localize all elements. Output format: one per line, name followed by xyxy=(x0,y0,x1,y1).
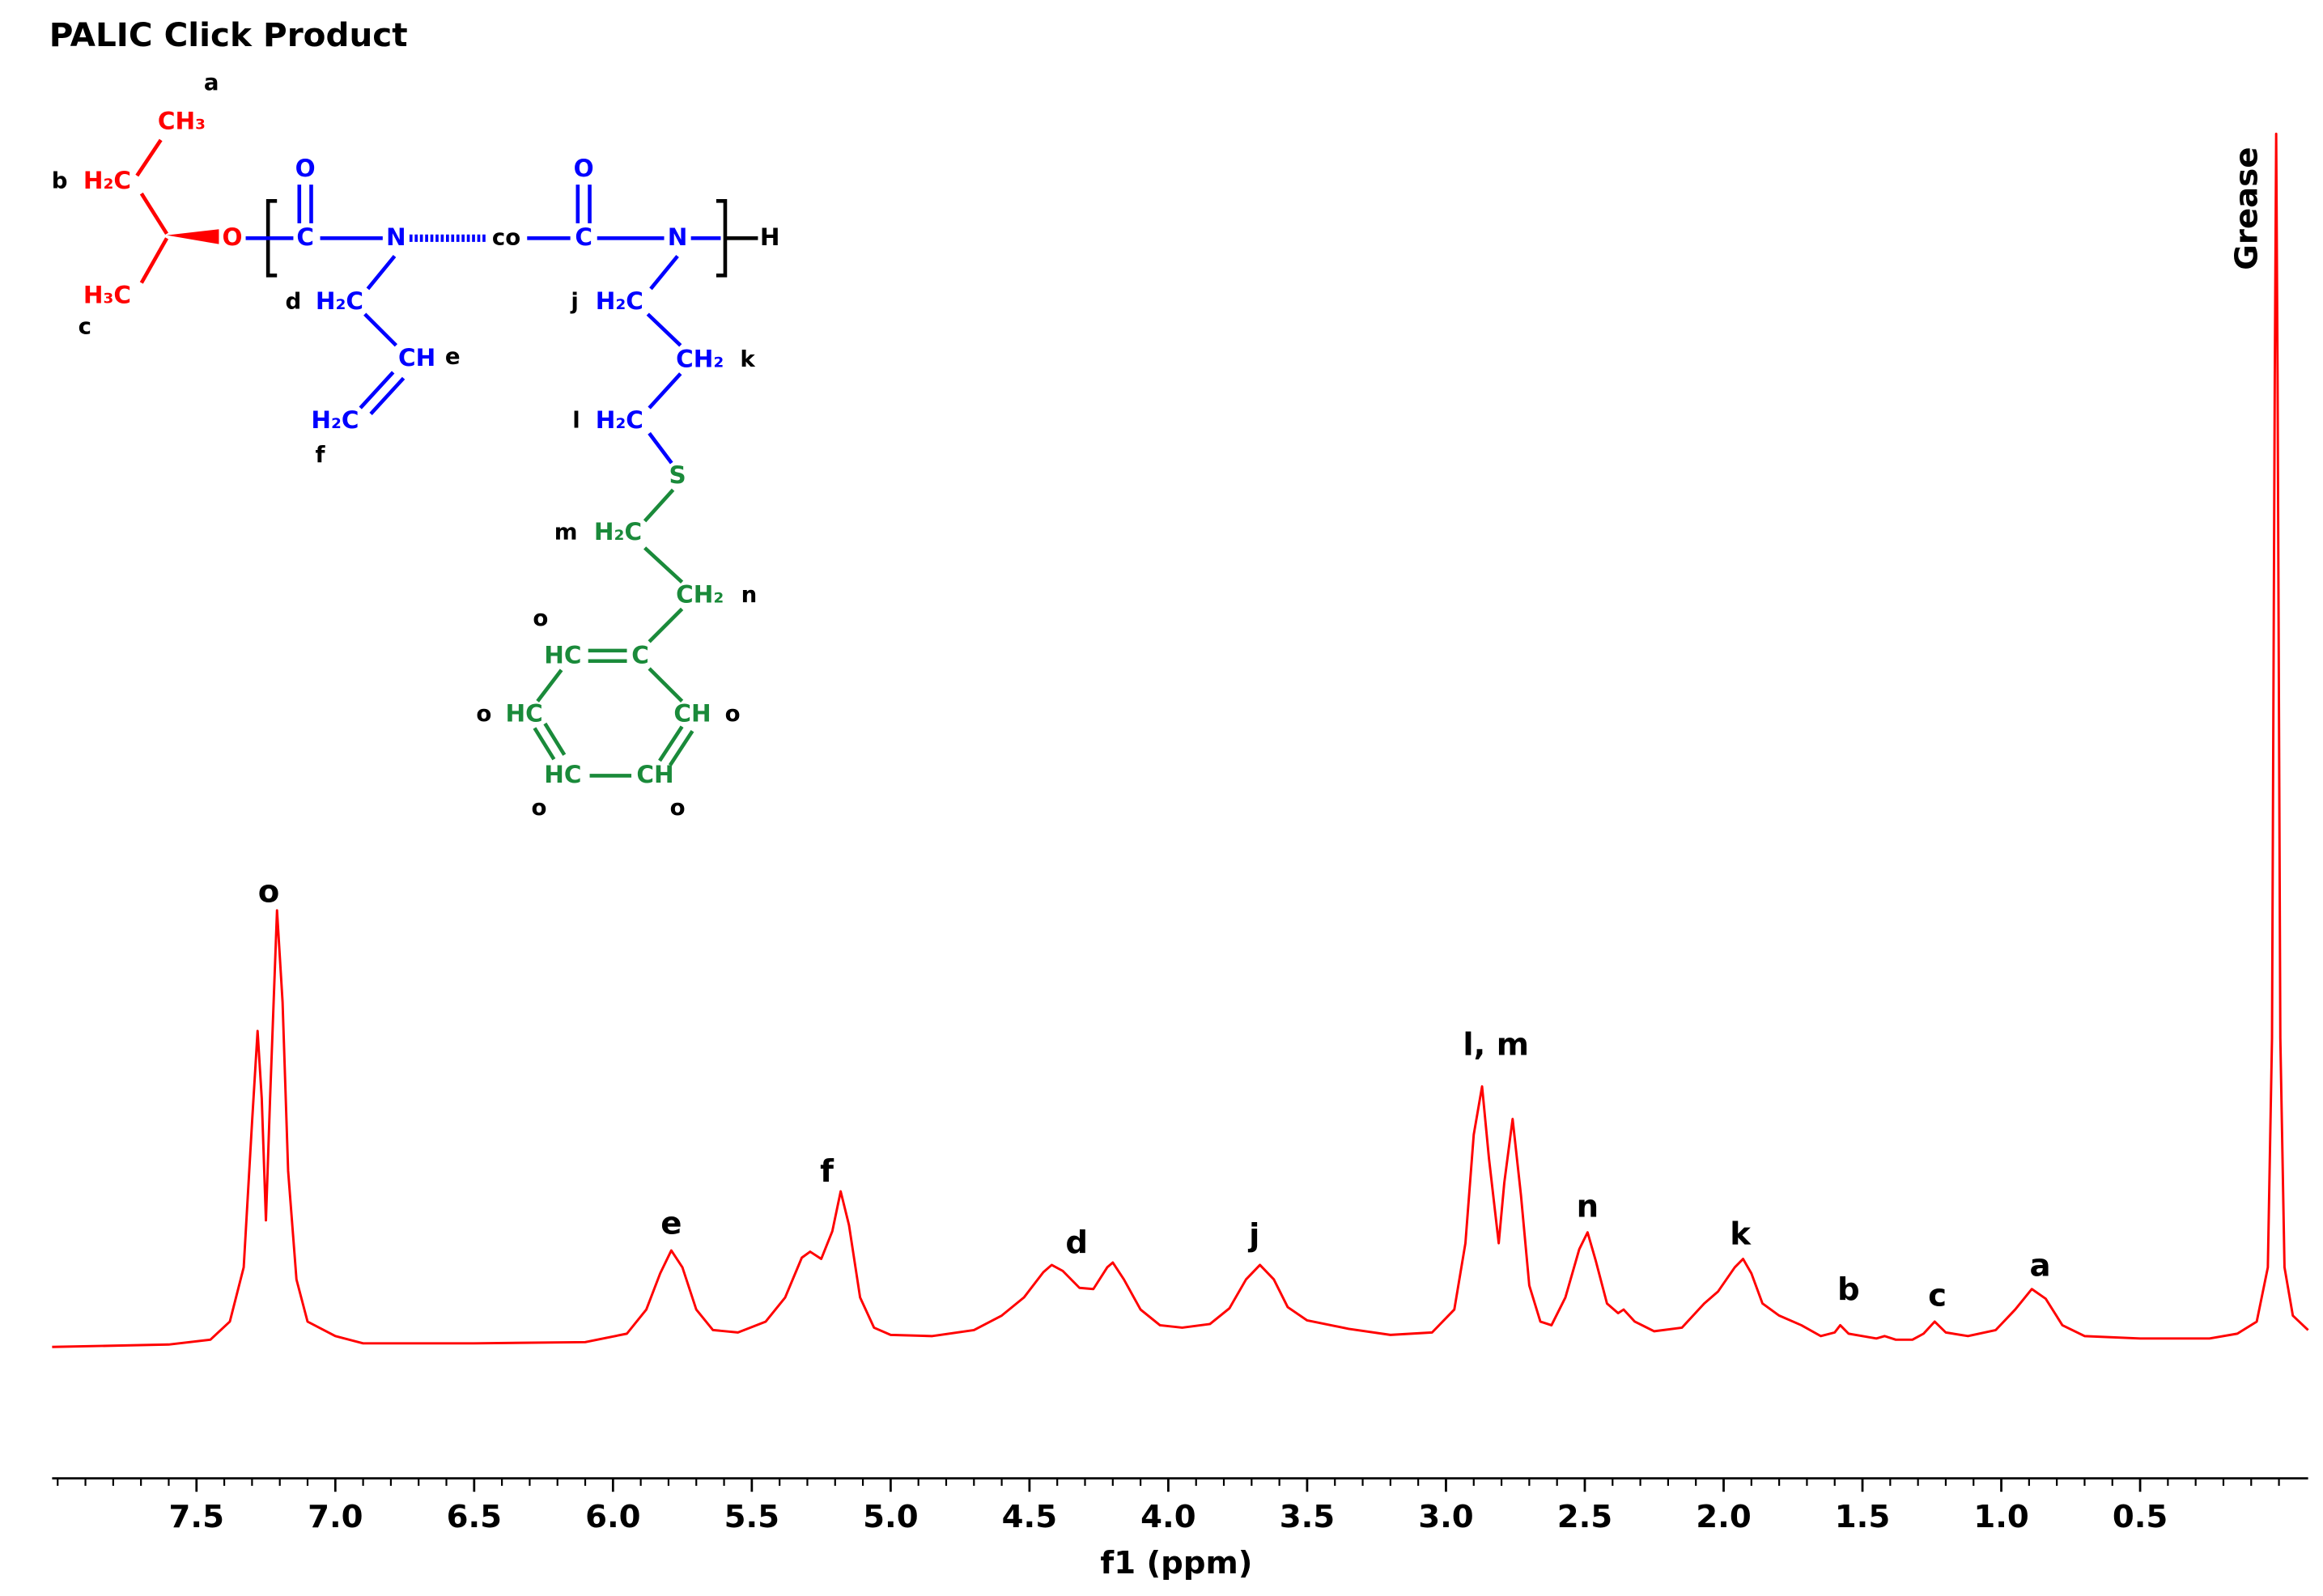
proton-label: o xyxy=(533,605,548,631)
bond xyxy=(643,546,684,584)
atom: C xyxy=(296,223,314,251)
atom: C xyxy=(631,642,649,669)
proton-label: f xyxy=(316,441,326,468)
x-tick-label: 4.5 xyxy=(1002,1499,1057,1535)
peak-label: f xyxy=(820,1153,834,1190)
bond xyxy=(363,312,397,347)
copolymer-label: co xyxy=(492,223,520,250)
bond xyxy=(668,729,694,766)
x-tick-label: 4.0 xyxy=(1140,1499,1195,1535)
proton-label: k xyxy=(740,346,755,372)
atom: HC xyxy=(544,761,581,788)
proton-label: m xyxy=(554,519,578,545)
peak-label: Grease xyxy=(2228,147,2265,270)
proton-label: o xyxy=(476,700,491,727)
structure: a CH₃ b H₂C H₃C c O O C N co O C N H d H… xyxy=(52,69,780,821)
x-tick-label: 3.0 xyxy=(1418,1499,1473,1535)
atom: CH xyxy=(636,761,673,788)
bond xyxy=(648,667,684,703)
x-axis-label: f1 (ppm) xyxy=(1100,1545,1252,1581)
bond xyxy=(643,488,675,523)
bond xyxy=(366,254,397,291)
bond xyxy=(135,138,163,177)
x-tick-label: 2.5 xyxy=(1557,1499,1612,1535)
x-tick-label: 5.5 xyxy=(724,1499,779,1535)
proton-label: o xyxy=(532,794,547,821)
peak-label: o xyxy=(258,874,280,910)
spectrum-line xyxy=(52,132,2309,1348)
peak-label: j xyxy=(1247,1217,1259,1254)
atom: N xyxy=(668,223,688,251)
x-tick-label: 7.5 xyxy=(169,1499,224,1535)
x-tick-label: 2.0 xyxy=(1696,1499,1751,1535)
proton-label: o xyxy=(725,700,741,727)
atom: O xyxy=(295,155,316,182)
wedge-bond xyxy=(167,229,219,244)
atom: CH xyxy=(673,699,711,727)
x-tick-label: 0.5 xyxy=(2113,1499,2168,1535)
atom: H xyxy=(760,223,780,251)
proton-label: o xyxy=(670,794,686,821)
peak-label: b xyxy=(1837,1271,1860,1308)
chart-title: PALIC Click Product xyxy=(49,15,408,54)
peak-label: d xyxy=(1065,1225,1088,1261)
bond xyxy=(359,371,395,410)
atom: CH xyxy=(398,344,435,371)
bond xyxy=(648,607,684,643)
atom: H₂C xyxy=(596,287,643,315)
proton-label: b xyxy=(52,167,68,193)
atom: S xyxy=(669,461,686,489)
bond xyxy=(369,376,406,415)
bond xyxy=(139,237,169,284)
atom: H₃C xyxy=(83,282,131,309)
bond xyxy=(648,431,673,465)
atom: HC xyxy=(544,642,581,669)
peak-label: k xyxy=(1730,1216,1752,1253)
proton-label: l xyxy=(572,407,580,434)
x-tick-label: 1.5 xyxy=(1835,1499,1890,1535)
atom: CH₂ xyxy=(676,580,724,608)
peak-label: l, m xyxy=(1463,1027,1529,1063)
x-tick-label: 6.5 xyxy=(447,1499,502,1535)
bond xyxy=(536,669,563,702)
peak-label: n xyxy=(1577,1188,1599,1225)
bond xyxy=(649,254,679,291)
bond xyxy=(646,312,682,347)
bond xyxy=(533,727,556,761)
x-tick-label: 5.0 xyxy=(863,1499,918,1535)
atom: HC xyxy=(505,699,542,727)
x-tick-label: 7.0 xyxy=(308,1499,363,1535)
proton-label: c xyxy=(79,313,91,340)
bond xyxy=(139,192,168,236)
x-tick-label: 3.5 xyxy=(1280,1499,1335,1535)
atom: N xyxy=(386,223,406,251)
bond xyxy=(543,722,567,756)
bond xyxy=(648,372,682,410)
proton-label: d xyxy=(286,287,302,314)
atom: CH₃ xyxy=(158,107,206,134)
atom: H₂C xyxy=(594,518,642,545)
x-tick-label: 6.0 xyxy=(585,1499,640,1535)
atom: H₂C xyxy=(596,406,643,434)
peak-label: a xyxy=(2030,1247,2051,1284)
proton-label: a xyxy=(204,69,219,96)
atom: O xyxy=(574,155,594,182)
peak-label: e xyxy=(660,1205,682,1242)
bond xyxy=(658,725,684,762)
proton-label: j xyxy=(570,287,578,314)
atom: O xyxy=(222,223,242,251)
atom: H₂C xyxy=(311,406,359,434)
atom: CH₂ xyxy=(676,346,724,373)
proton-label: n xyxy=(741,581,758,608)
peak-label: c xyxy=(1928,1278,1947,1314)
proton-label: e xyxy=(445,342,461,369)
bracket xyxy=(716,199,728,278)
atom: H₂C xyxy=(316,287,363,315)
x-tick-label: 1.0 xyxy=(1973,1499,2028,1535)
atom: H₂C xyxy=(83,167,131,194)
atom: C xyxy=(575,223,592,251)
